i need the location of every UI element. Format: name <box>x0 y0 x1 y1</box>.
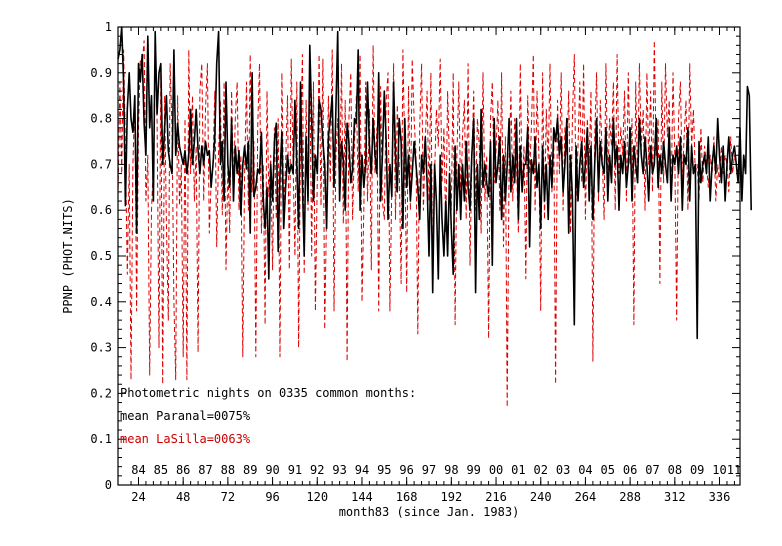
annotation-1: mean Paranal=0075% <box>120 409 251 423</box>
year-label: 94 <box>355 463 369 477</box>
year-label: 86 <box>176 463 190 477</box>
y-tick-label: 0.5 <box>90 249 112 263</box>
x-tick-label: 216 <box>485 490 507 504</box>
x-tick-label: 48 <box>176 490 190 504</box>
year-label: 87 <box>198 463 212 477</box>
year-label: 90 <box>265 463 279 477</box>
y-tick-label: 0.1 <box>90 432 112 446</box>
year-label: 07 <box>645 463 659 477</box>
data-layer <box>117 26 752 408</box>
year-label: 02 <box>534 463 548 477</box>
year-label: 06 <box>623 463 637 477</box>
y-axis-label: PPNP (PHOT.NITS) <box>61 198 75 314</box>
x-tick-label: 288 <box>619 490 641 504</box>
year-label: 04 <box>578 463 592 477</box>
year-label: 84 <box>131 463 145 477</box>
year-label: 96 <box>399 463 413 477</box>
year-label: 97 <box>422 463 436 477</box>
year-label: 99 <box>466 463 480 477</box>
x-tick-label: 336 <box>709 490 731 504</box>
x-tick-label: 240 <box>530 490 552 504</box>
year-label: 95 <box>377 463 391 477</box>
x-tick-label: 120 <box>306 490 328 504</box>
annotation-2: mean LaSilla=0063% <box>120 432 251 446</box>
year-labels: 84 85 86 87 88 89 90 91 92 93 94 95 96 97 98 99 00 01 02 03… <box>131 463 741 477</box>
x-tick-label: 24 <box>131 490 145 504</box>
year-label: 91 <box>288 463 302 477</box>
y-tick-label: 0 <box>105 478 112 492</box>
year-label: 01 <box>511 463 525 477</box>
year-label: 09 <box>690 463 704 477</box>
x-tick-label: 168 <box>396 490 418 504</box>
x-tick-label: 312 <box>664 490 686 504</box>
y-tick-label: 0.3 <box>90 341 112 355</box>
y-tick-label: 0.7 <box>90 157 112 171</box>
year-label: 88 <box>221 463 235 477</box>
year-label: 05 <box>601 463 615 477</box>
year-label: 98 <box>444 463 458 477</box>
annotations: Photometric nights on 0335 common months… <box>120 386 416 446</box>
series-line-0 <box>117 26 752 340</box>
year-label: 89 <box>243 463 257 477</box>
y-tick-label: 0.4 <box>90 295 112 309</box>
annotation-0: Photometric nights on 0335 common months… <box>120 386 416 400</box>
x-tick-label: 96 <box>265 490 279 504</box>
y-tick-label: 0.2 <box>90 386 112 400</box>
y-tick-label: 1 <box>105 20 112 34</box>
x-axis-label: month83 (since Jan. 1983) <box>339 505 520 519</box>
year-label: 92 <box>310 463 324 477</box>
x-tick-label: 144 <box>351 490 373 504</box>
year-label: 11 <box>727 463 741 477</box>
year-label: 93 <box>332 463 346 477</box>
axis-layer: 0 0.1 0.2 0.3 0.4 0.5 0.6 0.7 0.8 0.9 1 24 48 72 96 120… <box>90 20 740 504</box>
year-label: 10 <box>712 463 726 477</box>
y-tick-label: 0.9 <box>90 66 112 80</box>
x-tick-label: 264 <box>575 490 597 504</box>
year-label: 08 <box>668 463 682 477</box>
year-label: 03 <box>556 463 570 477</box>
y-tick-label: 0.8 <box>90 112 112 126</box>
year-label: 00 <box>489 463 503 477</box>
x-tick-label: 192 <box>441 490 463 504</box>
year-label: 85 <box>154 463 168 477</box>
x-tick-label: 72 <box>221 490 235 504</box>
y-tick-label: 0.6 <box>90 203 112 217</box>
